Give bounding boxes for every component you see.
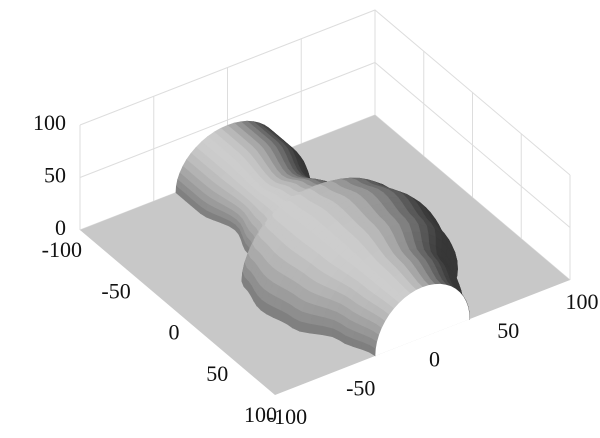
z-tick-label: 100 (33, 110, 66, 135)
x-tick-label: -100 (42, 237, 82, 262)
y-tick-label: 100 (566, 289, 599, 314)
y-tick-label: 0 (429, 347, 440, 372)
x-tick-label: 100 (244, 402, 277, 427)
z-tick-label: 50 (44, 163, 66, 188)
y-tick-label: -100 (267, 404, 307, 429)
y-tick-label: 50 (497, 318, 519, 343)
surface-patch (309, 323, 323, 335)
z-tick-label: 0 (55, 215, 66, 240)
y-tick-label: -50 (346, 375, 375, 400)
x-tick-label: -50 (101, 278, 130, 303)
surface-opening (375, 283, 470, 356)
x-tick-label: 0 (169, 320, 180, 345)
x-tick-label: 50 (206, 361, 228, 386)
